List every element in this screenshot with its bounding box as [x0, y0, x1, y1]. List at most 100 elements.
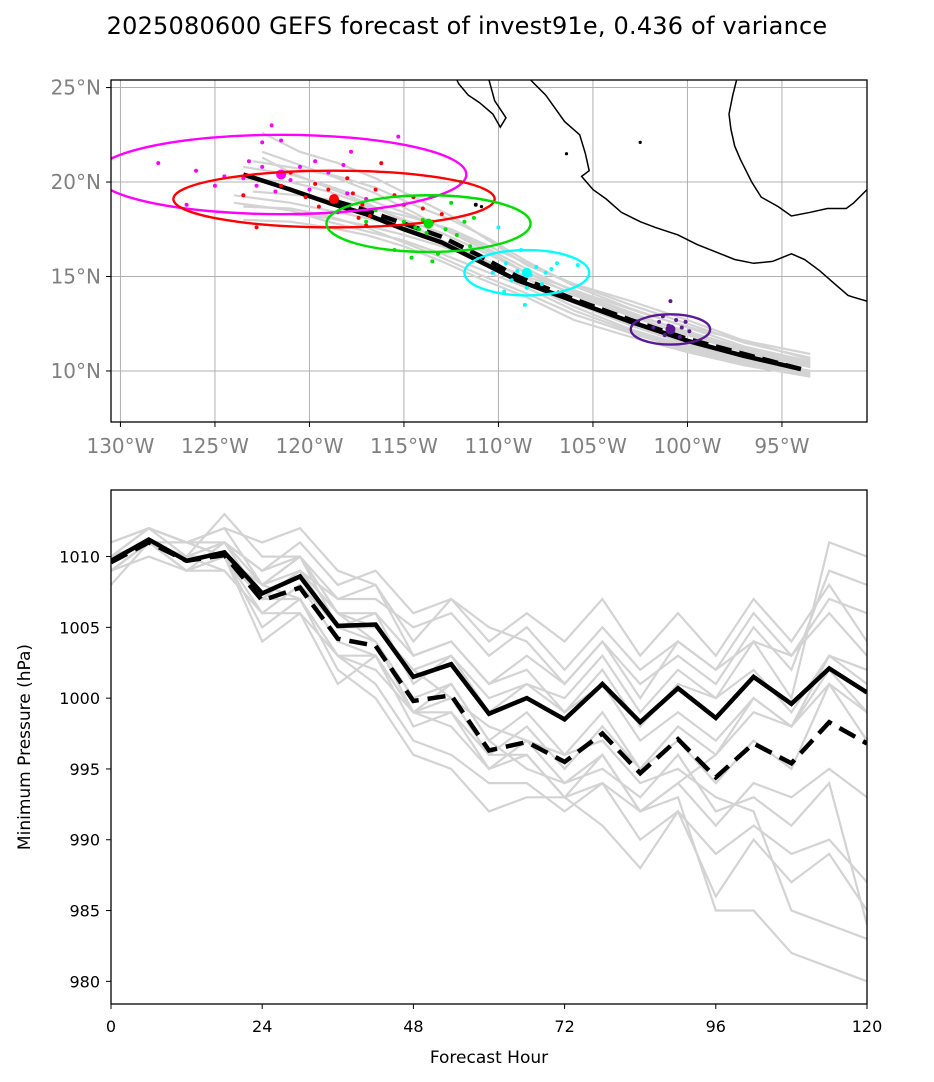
member-position-point [367, 214, 372, 219]
uncertainty-ellipse [172, 169, 496, 229]
member-position-point [326, 187, 331, 192]
island-marker [564, 152, 569, 156]
member-position-point [651, 325, 656, 330]
control-track-line [327, 196, 802, 372]
member-position-point [683, 319, 688, 324]
ellipse-center-point [329, 194, 340, 205]
page-title: 2025080600 GEFS forecast of invest91e, 0… [106, 12, 828, 40]
member-pressure-line [111, 541, 867, 940]
pressure-xtick-label: 120 [852, 1017, 883, 1036]
member-position-point [360, 202, 365, 207]
map-xtick-label: 130°W [86, 434, 154, 458]
member-position-point [307, 187, 312, 192]
pressure-ytick-label: 980 [69, 972, 100, 991]
member-pressure-line [111, 512, 867, 729]
member-pressure-line [111, 541, 867, 983]
map-ytick-label: 15°N [51, 265, 101, 289]
pressure-xtick-label: 48 [403, 1017, 423, 1036]
pressure-ytick-label: 985 [69, 902, 100, 921]
member-position-point [260, 140, 265, 145]
member-position-point [439, 212, 444, 217]
member-position-point [341, 163, 346, 168]
member-position-point [279, 138, 284, 143]
member-position-point [356, 215, 361, 220]
member-pressure-line [111, 526, 867, 686]
map-plot-area [111, 80, 867, 422]
member-pressure-line [111, 526, 867, 883]
member-position-point [409, 255, 414, 260]
island-marker [479, 204, 484, 209]
member-pressure-line [111, 540, 867, 813]
member-position-point [254, 225, 259, 230]
member-position-point [424, 231, 429, 236]
member-position-point [677, 334, 682, 339]
mean-track-line [242, 172, 802, 372]
ellipse-center-point [665, 324, 676, 335]
member-position-point [349, 149, 354, 154]
member-position-point [413, 225, 418, 230]
member-position-point [662, 333, 667, 338]
member-position-point [539, 282, 544, 287]
uncertainty-ellipse [463, 248, 591, 297]
member-pressure-line [111, 526, 867, 658]
member-position-point [241, 176, 246, 181]
member-position-point [687, 329, 692, 334]
pressure-ytick-label: 990 [69, 831, 100, 850]
member-position-point [313, 159, 318, 164]
member-position-point [194, 168, 199, 173]
pressure-plot-area [111, 512, 867, 983]
map-xtick-label: 95°W [754, 434, 809, 458]
member-position-point [443, 227, 448, 232]
member-position-point [515, 268, 520, 273]
member-position-point [254, 183, 259, 188]
member-position-point [379, 161, 384, 166]
member-position-point [668, 299, 673, 304]
member-position-point [524, 285, 529, 290]
member-position-point [549, 266, 554, 271]
member-position-point [288, 178, 293, 183]
member-position-point [534, 265, 539, 270]
member-position-point [246, 159, 251, 164]
map-xtick-label: 100°W [653, 434, 721, 458]
member-position-point [364, 219, 369, 224]
member-position-point [575, 263, 580, 268]
coastline [728, 80, 867, 217]
member-position-point [509, 278, 514, 283]
member-position-point [269, 123, 274, 128]
member-position-point [473, 202, 478, 207]
member-position-point [555, 261, 560, 266]
pressure-ytick-label: 1000 [59, 689, 100, 708]
pressure-frame [110, 489, 868, 1005]
member-position-point [471, 215, 476, 220]
pressure-xtick-label: 24 [252, 1017, 272, 1036]
member-position-point [212, 183, 217, 188]
member-position-point [504, 261, 509, 266]
member-position-point [303, 195, 308, 200]
member-position-point [345, 176, 350, 181]
pressure-xtick-label: 96 [706, 1017, 726, 1036]
map-xtick-label: 105°W [559, 434, 627, 458]
member-track-line [233, 201, 811, 374]
member-position-point [260, 164, 265, 169]
coastline [530, 80, 867, 302]
member-position-point [373, 187, 378, 192]
member-position-point [156, 161, 161, 166]
control-pressure-line [111, 539, 867, 781]
member-position-point [298, 164, 302, 169]
pressure-ytick-label: 995 [69, 760, 100, 779]
map-frame [110, 79, 868, 423]
member-track-line [243, 165, 811, 367]
pressure-ytick-label: 1005 [59, 618, 100, 637]
member-position-point [420, 217, 425, 222]
pressure-xaxis-label: Forecast Hour [430, 1048, 548, 1068]
map-xtick-label: 125°W [181, 434, 249, 458]
member-position-point [241, 193, 246, 198]
member-position-point [313, 181, 318, 186]
member-track-line [261, 156, 811, 373]
member-position-point [350, 191, 355, 196]
uncertainty-ellipse [325, 194, 532, 254]
pressure-xtick-label: 72 [554, 1017, 574, 1036]
member-position-point [674, 317, 679, 322]
pressure-ytick-label: 1010 [59, 548, 100, 567]
